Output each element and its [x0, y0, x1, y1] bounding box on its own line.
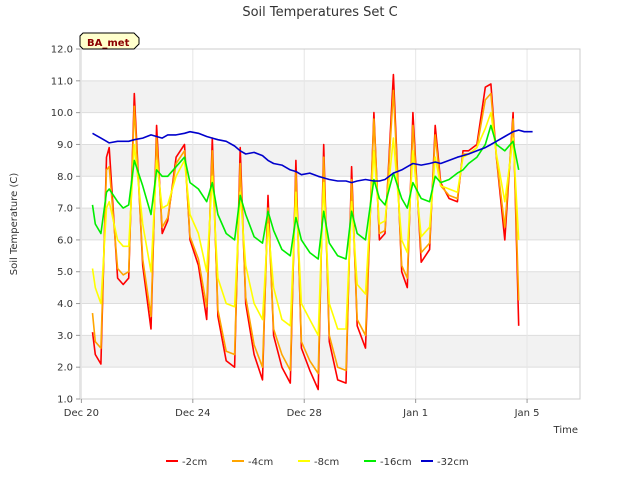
plot-background-bands	[80, 80, 580, 368]
y-tick-label: 5.0	[57, 267, 73, 278]
plot-frame	[79, 48, 581, 400]
legend-label: -32cm	[437, 457, 469, 468]
y-tick-label: 9.0	[57, 140, 73, 151]
series-line-minus-8cm	[91, 111, 520, 337]
x-tick-label: Dec 28	[287, 408, 322, 419]
legend-item: -16cm	[364, 457, 412, 468]
x-tick-label: Dec 24	[175, 408, 210, 419]
y-tick-label: 11.0	[51, 76, 73, 87]
series-lines	[91, 73, 533, 391]
x-tick-label: Dec 20	[64, 408, 99, 419]
y-tick-label: 2.0	[57, 363, 73, 374]
y-axis-ticks: 1.0 2.0 3.0 4.0 5.0 6.0 7.0 8.0 9.0 10.0 11.0 12.0	[51, 45, 80, 406]
y-tick-label: 6.0	[57, 235, 73, 246]
legend-label: -4cm	[248, 457, 273, 468]
x-tick-label: Jan 1	[402, 408, 428, 419]
x-axis-ticks: Dec 20 Dec 24 Dec 28 Jan 1 Jan 5	[64, 399, 540, 419]
legend-item: -4cm	[232, 457, 273, 468]
y-tick-label: 10.0	[51, 108, 73, 119]
site-label-box: BA_met	[79, 32, 140, 50]
chart-title: Soil Temperatures Set C	[242, 5, 397, 20]
x-tick-label: Jan 5	[514, 408, 540, 419]
y-tick-label: 3.0	[57, 331, 73, 342]
legend: -2cm -4cm -8cm -16cm -32cm	[166, 457, 469, 468]
y-axis-title: Soil Temperature (C)	[9, 173, 20, 276]
series-line-minus-16cm	[91, 124, 520, 260]
series-line-minus-32cm	[92, 129, 533, 184]
legend-label: -2cm	[182, 457, 207, 468]
y-tick-label: 1.0	[57, 395, 73, 406]
grid-band	[80, 271, 580, 304]
legend-label: -16cm	[380, 457, 412, 468]
grid-band	[80, 80, 580, 113]
y-tick-label: 7.0	[57, 204, 73, 215]
x-axis-title: Time	[553, 425, 578, 436]
y-tick-label: 8.0	[57, 172, 73, 183]
legend-item: -32cm	[421, 457, 469, 468]
legend-item: -8cm	[298, 457, 339, 468]
y-tick-label: 12.0	[51, 45, 73, 56]
legend-item: -2cm	[166, 457, 207, 468]
legend-label: -8cm	[314, 457, 339, 468]
site-label: BA_met	[87, 38, 130, 49]
y-tick-label: 4.0	[57, 299, 73, 310]
